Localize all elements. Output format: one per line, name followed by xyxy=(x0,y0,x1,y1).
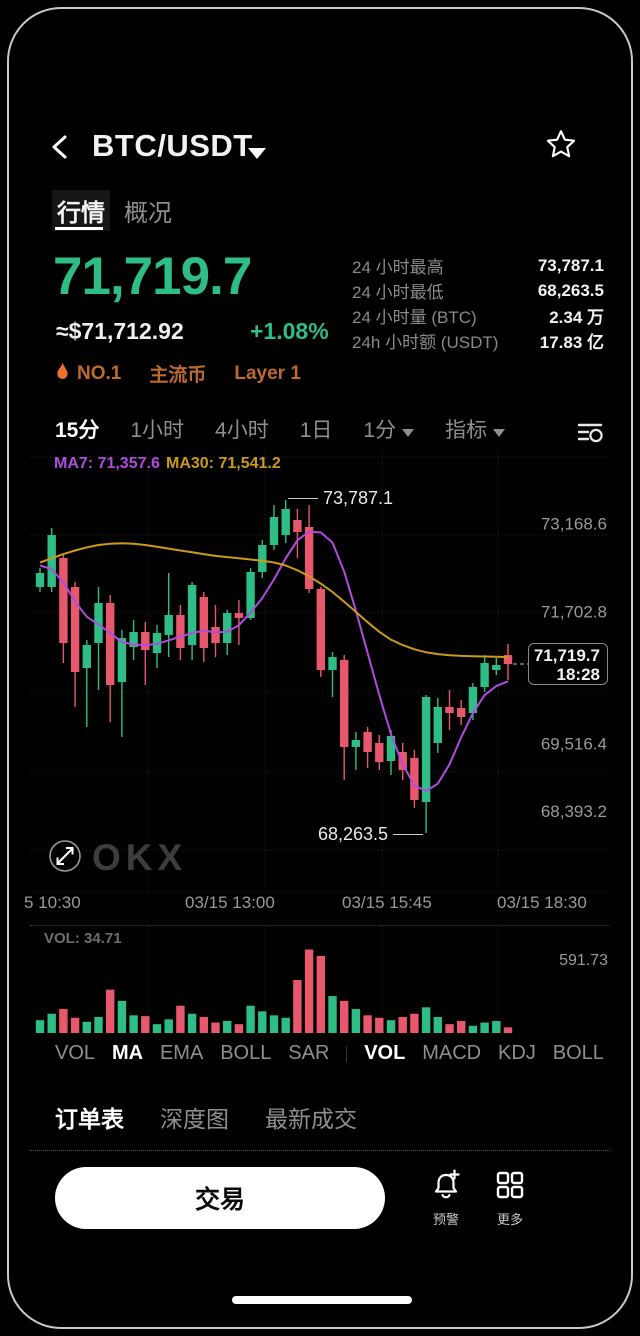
chart-settings-icon[interactable] xyxy=(576,418,604,446)
indicator-vol-sub[interactable]: VOL xyxy=(364,1042,406,1064)
price-alert-button[interactable]: 预警 xyxy=(420,1168,472,1228)
svg-text:68,393.2: 68,393.2 xyxy=(541,802,607,821)
flame-icon xyxy=(57,362,68,379)
pair-dropdown-caret-icon[interactable] xyxy=(248,148,266,159)
bell-plus-icon xyxy=(434,1169,460,1199)
interval-more[interactable]: 1分 xyxy=(363,414,415,444)
tag-time: 18:28 xyxy=(556,665,600,685)
x-tick: 03/15 15:45 xyxy=(342,893,432,912)
indicator-ema[interactable]: EMA xyxy=(159,1042,204,1064)
back-button[interactable] xyxy=(46,132,76,162)
volume-axis-max: 591.73 xyxy=(559,952,608,969)
svg-text:71,702.8: 71,702.8 xyxy=(541,603,607,622)
svg-text:69,516.4: 69,516.4 xyxy=(541,734,607,753)
annotation-line xyxy=(288,498,318,499)
home-indicator[interactable] xyxy=(232,1296,412,1304)
interval-1d[interactable]: 1日 xyxy=(299,419,333,442)
x-tick: 5 10:30 xyxy=(24,893,81,912)
indicator-sar[interactable]: SAR xyxy=(288,1042,330,1064)
interval-1h[interactable]: 1小时 xyxy=(130,419,185,442)
volume-value-label: VOL: 34.71 xyxy=(44,930,122,947)
alert-label: 预警 xyxy=(432,1212,459,1227)
indicator-boll[interactable]: BOLL xyxy=(220,1042,272,1064)
indicator-menu[interactable]: 指标 xyxy=(445,414,506,444)
rank-badge[interactable]: NO.1 xyxy=(55,362,121,385)
svg-text:73,168.6: 73,168.6 xyxy=(541,514,607,533)
fiat-price: ≈$71,712.92 xyxy=(56,318,184,344)
token-badges: NO.1 主流币 Layer 1 xyxy=(55,360,301,387)
more-button[interactable]: 更多 xyxy=(484,1168,536,1228)
candlestick-chart[interactable]: 73,168.6 71,702.8 69,516.4 68,393.2 OKX MA7:… xyxy=(24,450,610,912)
tab-market[interactable]: 行情 xyxy=(52,190,110,231)
tab-latest-trades[interactable]: 最新成交 xyxy=(265,1106,357,1132)
divider xyxy=(346,1045,348,1062)
category-badge[interactable]: 主流币 xyxy=(149,365,207,386)
grid-more-icon xyxy=(496,1171,524,1199)
trade-button[interactable]: 交易 xyxy=(55,1167,385,1229)
chevron-down-icon xyxy=(402,429,415,437)
chevron-down-icon xyxy=(493,429,506,437)
ma30-label: MA30: 71,541.2 xyxy=(166,455,281,472)
last-price: 71,719.7 xyxy=(53,247,252,306)
indicator-kdj[interactable]: KDJ xyxy=(498,1042,536,1064)
tab-underline xyxy=(55,227,103,230)
annotation-line xyxy=(393,834,424,835)
tab-depth-chart[interactable]: 深度图 xyxy=(160,1106,229,1132)
low-annotation: 68,263.5 xyxy=(318,824,424,845)
interval-4h[interactable]: 4小时 xyxy=(215,419,269,442)
indicator-macd[interactable]: MACD xyxy=(422,1042,482,1064)
interval-bar: 15分 1小时 4小时 1日 1分 指标 xyxy=(55,414,506,444)
price-chart-svg: 73,168.6 71,702.8 69,516.4 68,393.2 OKX xyxy=(30,450,610,894)
ma7-label: MA7: 71,357.6 xyxy=(54,455,160,472)
pair-title[interactable]: BTC/USDT xyxy=(92,128,253,163)
orderbook-tab-bar: 订单表 深度图 最新成交 xyxy=(30,1100,610,1151)
volume-chart-svg xyxy=(35,926,513,1033)
indicator-ma[interactable]: MA xyxy=(111,1042,144,1064)
volume-panel[interactable]: VOL: 34.71 591.73 xyxy=(30,925,610,1038)
last-price-tag: 71,719.7 18:28 xyxy=(528,643,608,686)
indicator-vol-main[interactable]: VOL xyxy=(55,1042,96,1064)
high-annotation: 73,787.1 xyxy=(288,488,393,509)
layer-badge[interactable]: Layer 1 xyxy=(234,362,301,384)
svg-text:OKX: OKX xyxy=(92,837,187,878)
tab-overview[interactable]: 概况 xyxy=(124,200,172,227)
tag-price: 71,719.7 xyxy=(533,646,600,666)
favorite-star-icon[interactable] xyxy=(544,128,578,162)
price-change: +1.08% xyxy=(250,318,329,344)
indicator-boll2[interactable]: BOLL xyxy=(552,1042,604,1064)
indicator-tab-bar: VOL MA EMA BOLL SAR VOL MACD KDJ BOLL xyxy=(55,1042,604,1065)
stat-row: 24 小时量 (BTC) 2.34 万 xyxy=(352,308,604,327)
x-tick: 03/15 18:30 xyxy=(497,893,587,912)
x-axis-labels: 5 10:30 03/15 13:00 03/15 15:45 03/15 18… xyxy=(24,891,610,917)
interval-15m[interactable]: 15分 xyxy=(55,419,100,442)
x-tick: 03/15 13:00 xyxy=(185,893,275,912)
stat-row: 24 小时最低 68,263.5 xyxy=(352,280,604,303)
stats-panel: 24 小时最高 73,787.1 24 小时最低 68,263.5 24 小时量 (… xyxy=(352,253,604,353)
more-label: 更多 xyxy=(496,1212,523,1227)
stat-row: 24h 小时额 (USDT) 17.83 亿 xyxy=(352,333,604,352)
tab-order-book[interactable]: 订单表 xyxy=(55,1106,124,1132)
stat-row: 24 小时最高 73,787.1 xyxy=(352,255,604,278)
